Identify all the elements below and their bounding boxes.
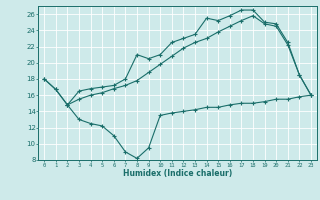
X-axis label: Humidex (Indice chaleur): Humidex (Indice chaleur) <box>123 169 232 178</box>
